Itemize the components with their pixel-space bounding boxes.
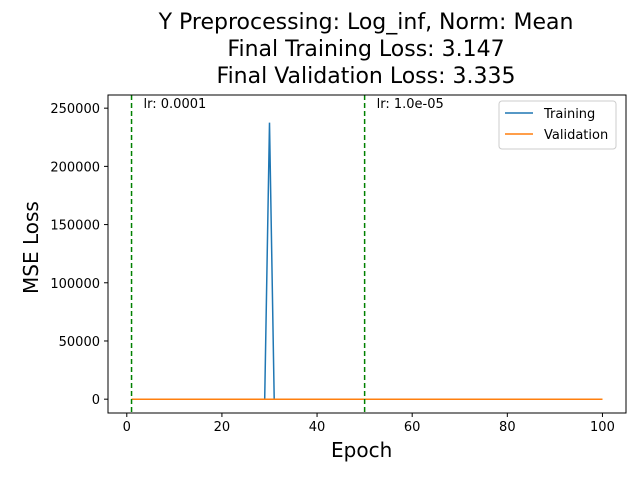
chart-title-line-3: Final Validation Loss: 3.335	[216, 64, 516, 89]
x-tick-label: 20	[214, 420, 231, 435]
y-tick-label: 250000	[50, 102, 100, 117]
series-line-training	[131, 122, 603, 400]
legend-label-validation: Validation	[544, 128, 608, 143]
x-tick-label: 80	[499, 420, 516, 435]
lr-marker-label-1: lr: 0.0001	[144, 97, 207, 112]
chart-title-line-2: Final Training Loss: 3.147	[227, 37, 505, 62]
lr-marker-label-2: lr: 1.0e-05	[377, 97, 444, 112]
x-tick-label: 40	[309, 420, 326, 435]
y-tick-label: 100000	[50, 277, 100, 292]
y-tick-label: 50000	[59, 335, 100, 350]
x-tick-label: 0	[123, 420, 131, 435]
y-axis-label: MSE Loss	[19, 201, 43, 294]
y-tick-label: 0	[92, 393, 100, 408]
x-tick-label: 100	[590, 420, 615, 435]
chart-title-line-1: Y Preprocessing: Log_inf, Norm: Mean	[158, 10, 574, 35]
x-tick-label: 60	[404, 420, 421, 435]
axes-frame	[107, 94, 627, 414]
y-tick-label: 150000	[50, 219, 100, 234]
y-tick-label: 200000	[50, 160, 100, 175]
x-axis-label: Epoch	[331, 438, 393, 462]
legend-label-training: Training	[543, 107, 595, 122]
